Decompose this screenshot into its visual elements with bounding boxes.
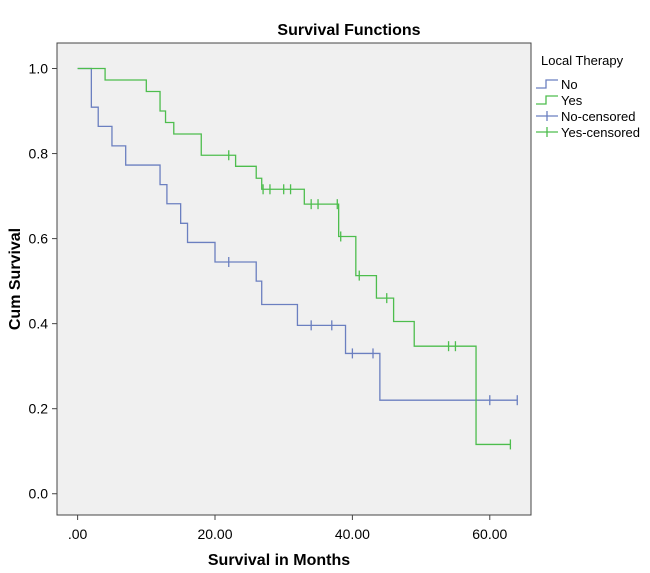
y-axis-label: Cum Survival (7, 228, 24, 330)
legend-entry: Yes (536, 93, 583, 108)
y-tick-label: 0.2 (29, 401, 49, 417)
legend-label: Yes-censored (561, 125, 640, 140)
x-tick-label: 20.00 (197, 526, 232, 542)
legend: Local Therapy NoYesNo-censoredYes-censor… (536, 53, 640, 140)
series-line-no (77, 67, 518, 401)
y-axis: 0.0 0.2 0.4 0.6 0.8 1.0 (29, 61, 57, 502)
legend-label: No (561, 77, 578, 92)
series-layer (77, 67, 518, 450)
x-tick-label: 60.00 (472, 526, 507, 542)
x-tick-label: 40.00 (335, 526, 370, 542)
plot-area (56, 42, 532, 516)
x-axis: .00 20.00 40.00 60.00 (68, 515, 508, 542)
series-line-yes (77, 67, 511, 446)
chart-title: Survival Functions (277, 22, 420, 39)
legend-entry: No-censored (536, 109, 635, 124)
x-axis-label: Survival in Months (208, 552, 350, 569)
legend-swatch (536, 79, 558, 89)
legend-entry: No (536, 77, 578, 92)
y-tick-label: 0.4 (29, 316, 49, 332)
legend-title: Local Therapy (541, 53, 624, 68)
y-tick-label: 0.0 (29, 486, 49, 502)
y-tick-label: 0.6 (29, 231, 49, 247)
y-tick-label: 0.8 (29, 146, 49, 162)
legend-label: No-censored (561, 109, 635, 124)
x-tick-label: .00 (68, 526, 88, 542)
y-tick-label: 1.0 (29, 61, 49, 77)
legend-swatch (536, 95, 558, 105)
legend-entry: Yes-censored (536, 125, 640, 140)
legend-label: Yes (561, 93, 583, 108)
